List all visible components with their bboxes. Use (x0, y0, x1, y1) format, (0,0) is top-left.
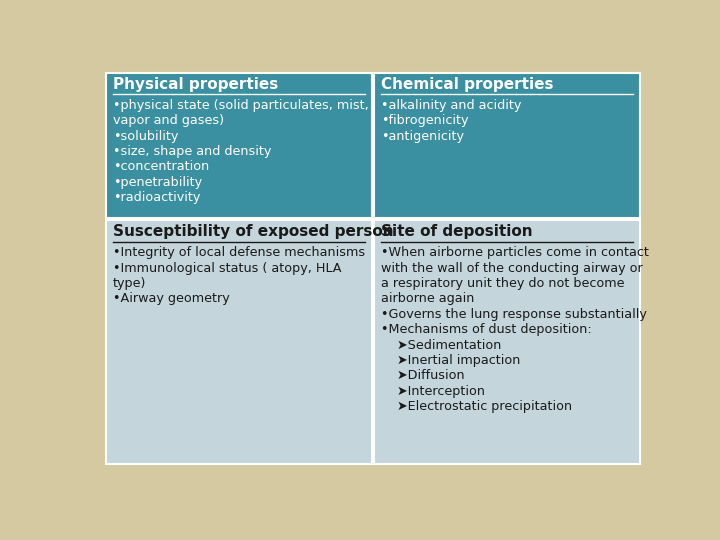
Text: •solubility: •solubility (113, 130, 179, 143)
Text: with the wall of the conducting airway or: with the wall of the conducting airway o… (382, 261, 643, 274)
FancyBboxPatch shape (374, 73, 640, 218)
Text: •When airborne particles come in contact: •When airborne particles come in contact (382, 246, 649, 259)
Text: ➤Sedimentation: ➤Sedimentation (382, 339, 502, 352)
Text: vapor and gases): vapor and gases) (113, 114, 224, 127)
Text: Chemical properties: Chemical properties (382, 77, 554, 92)
Text: •antigenicity: •antigenicity (382, 130, 464, 143)
Text: •Mechanisms of dust deposition:: •Mechanisms of dust deposition: (382, 323, 592, 336)
Text: Physical properties: Physical properties (113, 77, 278, 92)
Text: •alkalinity and acidity: •alkalinity and acidity (382, 99, 522, 112)
Text: airborne again: airborne again (382, 292, 474, 305)
Text: ➤Inertial impaction: ➤Inertial impaction (382, 354, 521, 367)
Text: ➤Interception: ➤Interception (382, 384, 485, 397)
Text: •size, shape and density: •size, shape and density (113, 145, 271, 158)
Text: •physical state (solid particulates, mist,: •physical state (solid particulates, mis… (113, 99, 369, 112)
FancyBboxPatch shape (374, 220, 640, 464)
Text: Site of deposition: Site of deposition (382, 224, 533, 239)
Text: Susceptibility of exposed person: Susceptibility of exposed person (113, 224, 394, 239)
Text: •fibrogenicity: •fibrogenicity (382, 114, 469, 127)
Text: type): type) (113, 277, 146, 290)
FancyBboxPatch shape (106, 220, 372, 464)
Text: ➤Diffusion: ➤Diffusion (382, 369, 465, 382)
Text: •concentration: •concentration (113, 160, 209, 173)
Text: •radioactivity: •radioactivity (113, 191, 200, 204)
Text: •Governs the lung response substantially: •Governs the lung response substantially (382, 308, 647, 321)
FancyBboxPatch shape (106, 73, 372, 218)
Text: •Immunological status ( atopy, HLA: •Immunological status ( atopy, HLA (113, 261, 341, 274)
Text: a respiratory unit they do not become: a respiratory unit they do not become (382, 277, 625, 290)
Text: ➤Electrostatic precipitation: ➤Electrostatic precipitation (382, 400, 572, 413)
Text: •Airway geometry: •Airway geometry (113, 292, 230, 305)
Text: •penetrability: •penetrability (113, 176, 202, 189)
Text: •Integrity of local defense mechanisms: •Integrity of local defense mechanisms (113, 246, 365, 259)
